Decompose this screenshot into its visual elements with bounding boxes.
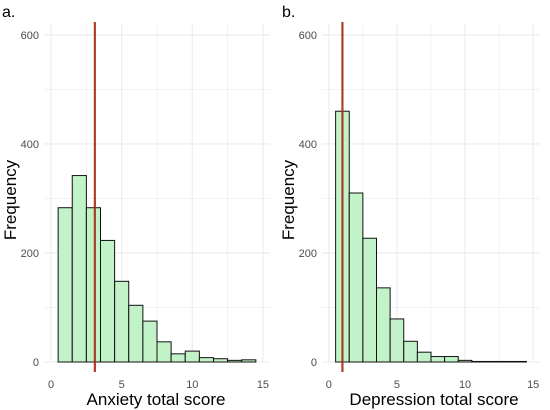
histogram-bar: [170, 353, 186, 363]
plot-area: 0 5 10 15 0 200 400 600: [21, 22, 270, 391]
histogram-bar: [57, 207, 73, 363]
x-axis-label: Anxiety total score: [87, 390, 226, 409]
histogram-bar: [128, 304, 144, 363]
y-tick-label: 200: [299, 248, 317, 260]
histogram-bar: [114, 280, 130, 363]
x-tick-label: 15: [257, 379, 269, 391]
histogram-bar: [471, 360, 486, 363]
histogram-bar: [85, 207, 101, 363]
panel-label: b.: [282, 4, 295, 21]
plot-area: 0 5 10 15 0 200 400 600: [299, 22, 540, 391]
histogram-bar: [416, 351, 432, 363]
x-tick-label: 10: [186, 379, 198, 391]
x-tick-label: 0: [48, 379, 54, 391]
histogram-bar: [348, 192, 364, 363]
histogram-bar: [100, 239, 116, 363]
histogram-bar: [184, 350, 200, 363]
histogram-bar: [403, 340, 418, 363]
x-tick-label: 15: [527, 379, 539, 391]
histogram-bar: [142, 320, 158, 363]
histogram-bar: [498, 360, 514, 363]
y-tick-label: 0: [311, 357, 317, 369]
histogram-bar: [241, 359, 257, 363]
histogram-bar: [444, 356, 459, 363]
panel-label: a.: [2, 4, 15, 21]
y-tick-label: 600: [299, 30, 317, 42]
histogram-bar: [227, 359, 243, 363]
histogram-bar: [213, 358, 229, 363]
histogram-bar: [457, 359, 473, 363]
histogram-bar: [156, 341, 172, 363]
x-axis-label: Depression total score: [349, 390, 518, 409]
histogram-bar: [389, 318, 405, 363]
x-tick-label: 5: [119, 379, 125, 391]
panel-b: 0 5 10 15 0 200 400 600 b. Frequency Depression…: [279, 4, 540, 409]
histogram-bar: [376, 287, 391, 363]
y-tick-label: 0: [33, 357, 39, 369]
x-tick-label: 10: [459, 379, 471, 391]
x-tick-label: 5: [394, 379, 400, 391]
histogram-bar: [485, 360, 500, 363]
histogram-bar: [362, 237, 377, 363]
y-tick-label: 600: [21, 30, 39, 42]
y-axis-label: Frequency: [1, 159, 20, 240]
panel-a: 0 5 10 15 0 200 400 600 a. Frequency Anxiety to…: [1, 4, 270, 409]
histogram-bar: [512, 360, 527, 363]
y-tick-label: 200: [21, 248, 39, 260]
x-tick-label: 0: [326, 379, 332, 391]
y-tick-label: 400: [299, 139, 317, 151]
histogram-bar: [198, 357, 214, 363]
histogram-bar: [71, 175, 87, 363]
histogram-bar: [430, 356, 446, 363]
y-axis-label: Frequency: [279, 159, 298, 240]
y-tick-label: 400: [21, 139, 39, 151]
